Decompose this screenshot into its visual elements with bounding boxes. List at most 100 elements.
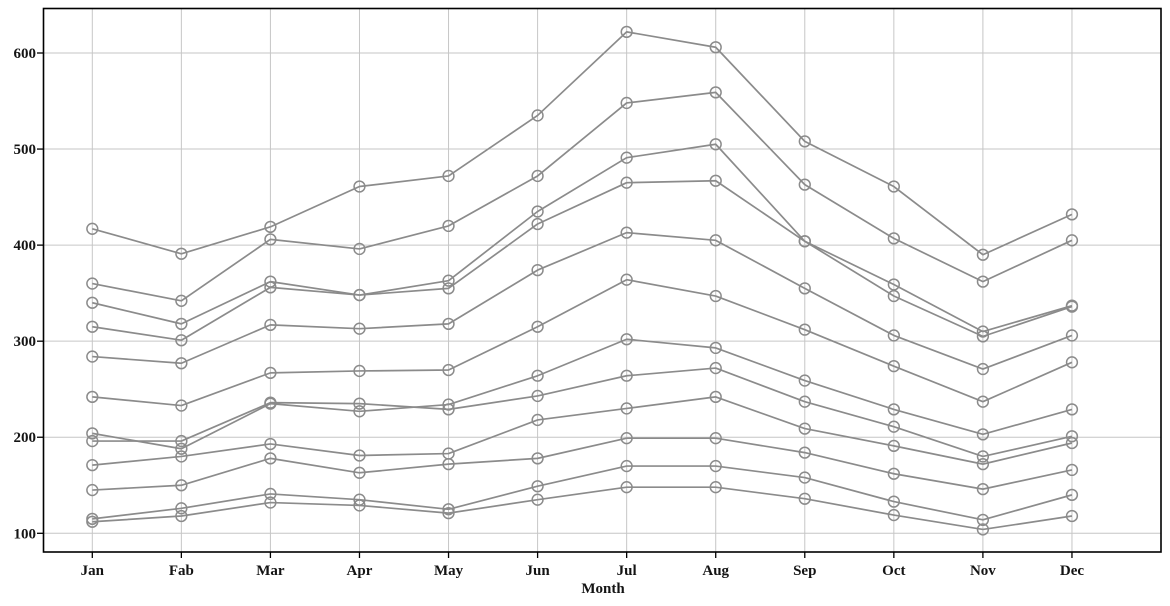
data-point-marker-s3 [620,432,633,445]
data-point-marker-s2 [175,502,188,515]
data-point-marker-s1 [175,509,188,523]
data-point-marker-s9 [976,330,990,343]
data-point-marker-s12 [86,222,99,235]
x-tick-label: Oct [882,563,905,579]
data-point-marker-s1 [353,499,366,512]
y-tick-label: 300 [14,334,37,350]
data-point-marker-s5 [620,369,633,382]
data-point-marker-s7 [709,289,722,303]
data-point-marker-s2 [798,471,811,484]
data-point-marker-s11 [175,294,188,307]
data-point-marker-s10 [976,325,990,338]
series-line-10 [92,143,1073,333]
data-point-marker-s11 [1065,234,1079,247]
data-point-marker-s12 [887,180,900,193]
data-point-marker-s3 [531,452,544,465]
data-point-marker-s10 [86,296,99,309]
data-point-marker-s3 [709,432,722,445]
data-point-marker-s11 [442,219,455,233]
data-point-marker-s1 [976,523,990,536]
data-point-marker-s11 [264,233,277,246]
data-point-marker-s4 [531,413,544,427]
data-point-marker-s7 [976,395,990,408]
data-point-marker-s1 [264,496,277,509]
data-point-marker-s4 [798,422,811,435]
series-line-4 [92,396,1073,466]
data-point-marker-s5 [976,450,990,463]
data-point-marker-s5 [86,434,99,448]
series-line-12 [92,31,1073,256]
data-point-marker-s1 [442,506,455,520]
data-point-marker-s8 [175,357,188,370]
data-point-marker-s10 [798,235,811,248]
data-point-marker-s5 [798,395,811,408]
series-line-11 [92,91,1073,302]
data-point-marker-s12 [442,169,455,183]
data-point-marker-s7 [442,363,455,377]
data-point-marker-s10 [531,205,544,218]
plot-border [42,7,1162,553]
data-point-marker-s8 [531,263,544,277]
data-point-marker-s1 [709,481,722,494]
data-point-marker-s11 [620,96,633,110]
data-point-marker-s2 [353,493,366,506]
data-point-marker-s7 [264,366,277,380]
data-point-marker-s6 [442,398,455,411]
data-point-marker-s6 [353,405,366,418]
series-line-2 [92,465,1073,521]
data-point-marker-s5 [1065,430,1079,443]
x-tick-label: Jul [617,563,637,579]
data-point-marker-s5 [709,361,722,375]
data-point-marker-s5 [353,397,366,410]
data-point-marker-s2 [442,503,455,516]
data-point-marker-s3 [798,446,811,459]
y-tick-label: 400 [14,238,37,254]
x-tick-label: Mar [256,563,285,579]
data-point-marker-s4 [353,449,366,462]
data-point-marker-s9 [86,320,99,333]
x-tick-label: Jan [81,563,105,579]
data-point-marker-s4 [976,457,990,471]
data-point-marker-s12 [353,180,366,193]
data-point-marker-s8 [887,329,900,342]
data-point-marker-s1 [798,492,811,505]
data-point-marker-s5 [887,420,900,433]
y-tick-label: 600 [14,46,37,62]
series-line-8 [92,231,1073,370]
data-point-marker-s3 [976,482,990,496]
data-point-marker-s7 [620,273,633,286]
x-tick-label: May [434,563,464,579]
data-point-marker-s2 [264,487,277,501]
data-point-marker-s12 [976,248,990,261]
data-point-marker-s4 [175,450,188,463]
data-point-marker-s4 [709,390,722,404]
data-point-marker-s10 [264,275,277,288]
series-line-6 [92,338,1073,450]
data-point-marker-s4 [620,402,633,415]
data-point-marker-s4 [86,458,99,472]
data-point-marker-s1 [887,508,900,522]
data-point-marker-s7 [531,320,544,333]
data-point-marker-s3 [887,467,900,480]
data-point-marker-s12 [620,25,633,39]
data-point-marker-s8 [798,282,811,295]
data-point-marker-s9 [442,282,455,295]
data-point-marker-s2 [620,459,633,473]
data-point-marker-s8 [620,226,633,239]
data-point-marker-s9 [264,281,277,294]
data-point-marker-s8 [264,318,277,331]
data-point-marker-s6 [86,427,99,440]
data-point-marker-s4 [1065,436,1079,450]
data-point-marker-s11 [86,277,99,290]
data-point-marker-s8 [976,362,990,376]
data-point-marker-s12 [798,135,811,148]
data-point-marker-s1 [531,493,544,506]
data-point-marker-s8 [1065,329,1079,342]
data-point-marker-s6 [620,333,633,346]
data-point-marker-s11 [709,86,722,99]
data-point-marker-s6 [709,341,722,355]
data-point-marker-s2 [709,459,722,473]
series-line-7 [92,278,1073,407]
data-point-marker-s5 [175,434,188,448]
